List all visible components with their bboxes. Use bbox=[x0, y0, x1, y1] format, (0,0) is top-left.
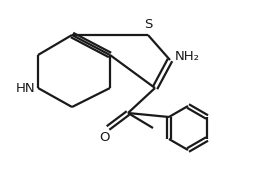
Text: HN: HN bbox=[15, 82, 35, 95]
Text: NH₂: NH₂ bbox=[175, 51, 200, 64]
Text: O: O bbox=[99, 131, 109, 144]
Text: S: S bbox=[144, 18, 152, 31]
